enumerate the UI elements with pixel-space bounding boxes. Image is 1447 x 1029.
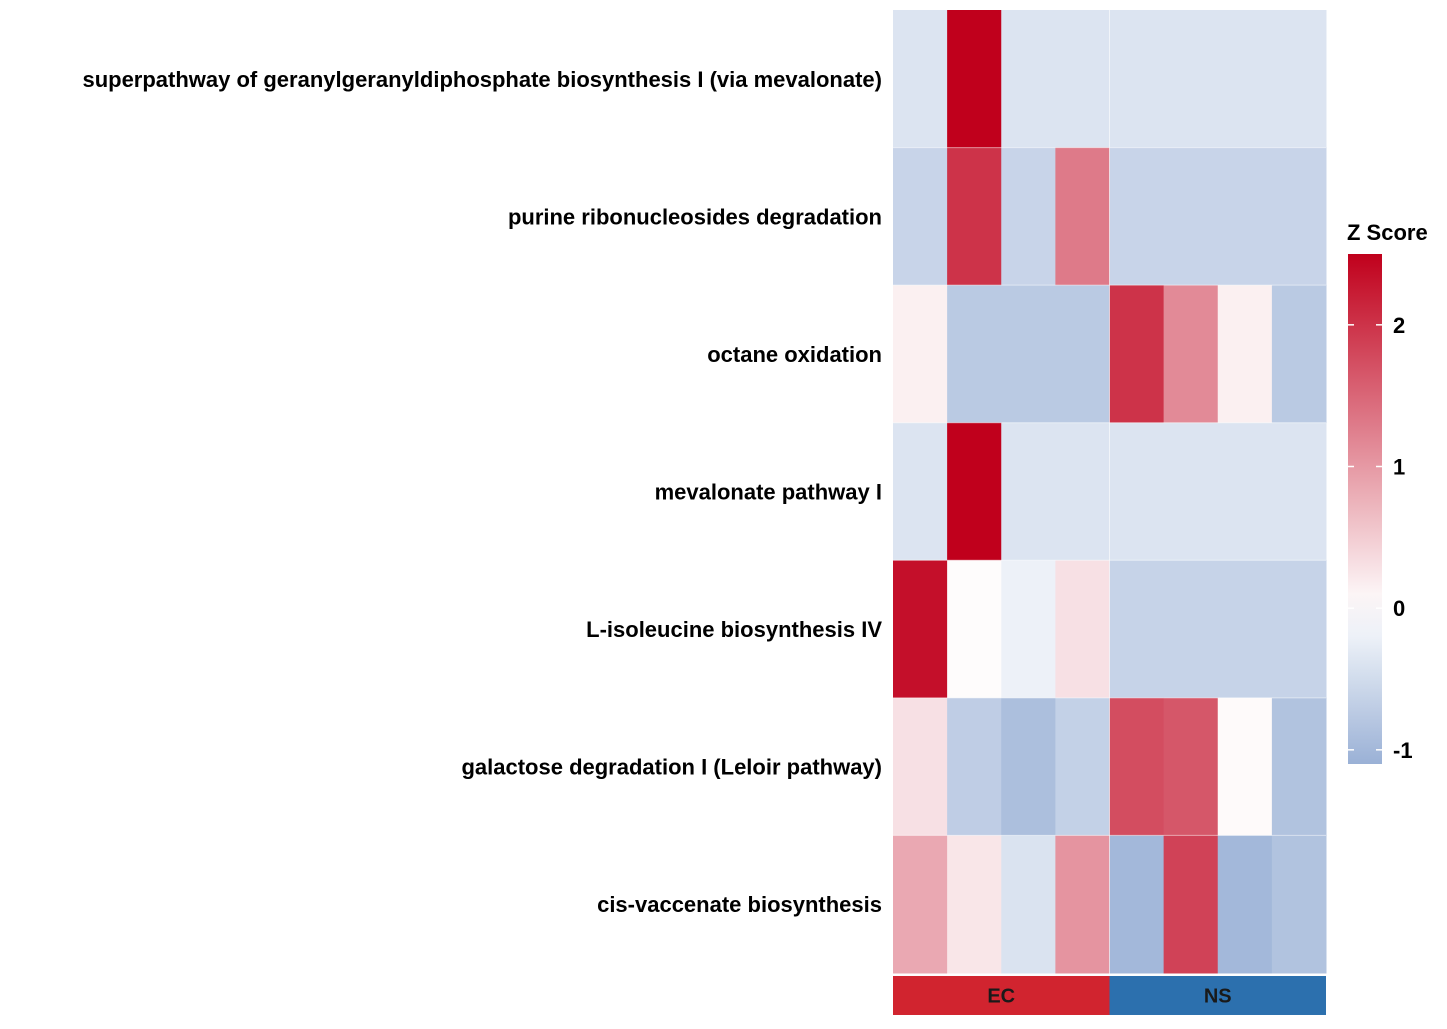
heatmap-cell: [947, 147, 1002, 286]
heatmap-cell: [1109, 560, 1165, 699]
heatmap-cell: [1271, 10, 1327, 149]
heatmap-cell: [1163, 285, 1219, 424]
heatmap-dividers: [893, 10, 1326, 1015]
heatmap-cell: [893, 147, 948, 286]
legend-tick-label: 2: [1393, 313, 1405, 338]
heatmap-cell: [1163, 147, 1219, 286]
heatmap-cell: [1055, 10, 1110, 149]
heatmap-cell: [1055, 285, 1110, 424]
group-bar-ns: [1109, 975, 1326, 1015]
heatmap-cell: [1217, 147, 1273, 286]
heatmap-cell: [1001, 10, 1056, 149]
heatmap-cell: [1001, 422, 1056, 561]
heatmap-cell: [1055, 147, 1110, 286]
legend-color-bar: [1348, 254, 1382, 764]
heatmap-cell: [1055, 560, 1110, 699]
row-label: superpathway of geranylgeranyldiphosphat…: [82, 67, 882, 92]
legend-tick-label: 1: [1393, 455, 1405, 480]
heatmap-cell: [947, 835, 1002, 974]
group-bar-ec: [893, 975, 1110, 1015]
heatmap-cell: [1217, 10, 1273, 149]
heatmap-cell: [1163, 422, 1219, 561]
heatmap-cell: [893, 10, 948, 149]
row-label: L-isoleucine biosynthesis IV: [586, 617, 882, 642]
heatmap-cell: [1271, 697, 1327, 836]
group-annotation-bar: EC NS: [893, 975, 1326, 1015]
heatmap-cell: [1163, 560, 1219, 699]
heatmap-cell: [1109, 10, 1165, 149]
heatmap-cell: [1271, 285, 1327, 424]
heatmap-cell: [1271, 835, 1327, 974]
heatmap-cells: [893, 10, 1327, 974]
group-label: EC: [987, 985, 1015, 1007]
heatmap-cell: [1271, 560, 1327, 699]
row-label: octane oxidation: [707, 342, 882, 367]
heatmap-cell: [1217, 697, 1273, 836]
color-legend: Z Score -1 0 1 2: [1347, 220, 1428, 764]
row-label: mevalonate pathway I: [655, 479, 882, 504]
legend-tick-label: -1: [1393, 738, 1413, 763]
heatmap-cell: [1001, 285, 1056, 424]
heatmap-cell: [1271, 422, 1327, 561]
group-label: NS: [1204, 985, 1232, 1007]
heatmap-cell: [1055, 422, 1110, 561]
heatmap-cell: [1001, 147, 1056, 286]
heatmap-cell: [947, 10, 1002, 149]
heatmap-cell: [1163, 835, 1219, 974]
heatmap-cell: [947, 697, 1002, 836]
heatmap-cell: [1055, 697, 1110, 836]
heatmap-cell: [1217, 285, 1273, 424]
heatmap-cell: [947, 285, 1002, 424]
heatmap-cell: [893, 285, 948, 424]
heatmap-cell: [893, 422, 948, 561]
row-label: cis-vaccenate biosynthesis: [597, 892, 882, 917]
legend-tick-label: 0: [1393, 596, 1405, 621]
heatmap-cell: [1109, 835, 1165, 974]
legend-ticks: -1 0 1 2: [1348, 313, 1413, 763]
heatmap-cell: [1163, 10, 1219, 149]
heatmap-cell: [1055, 835, 1110, 974]
heatmap-cell: [1217, 422, 1273, 561]
heatmap-cell: [1109, 285, 1165, 424]
heatmap-cell: [893, 560, 948, 699]
row-label: galactose degradation I (Leloir pathway): [461, 755, 882, 780]
heatmap-cell: [1217, 835, 1273, 974]
heatmap-cell: [1109, 147, 1165, 286]
heatmap-cell: [1001, 697, 1056, 836]
heatmap-cell: [1109, 697, 1165, 836]
heatmap-cell: [893, 835, 948, 974]
legend-title: Z Score: [1347, 220, 1428, 245]
row-label: purine ribonucleosides degradation: [508, 204, 882, 229]
heatmap-cell: [893, 697, 948, 836]
heatmap-cell: [1163, 697, 1219, 836]
heatmap-cell: [1271, 147, 1327, 286]
heatmap-cell: [1001, 560, 1056, 699]
heatmap-cell: [1001, 835, 1056, 974]
heatmap-cell: [947, 422, 1002, 561]
heatmap-cell: [947, 560, 1002, 699]
row-labels: superpathway of geranylgeranyldiphosphat…: [82, 67, 882, 917]
heatmap-cell: [1109, 422, 1165, 561]
heatmap-cell: [1217, 560, 1273, 699]
